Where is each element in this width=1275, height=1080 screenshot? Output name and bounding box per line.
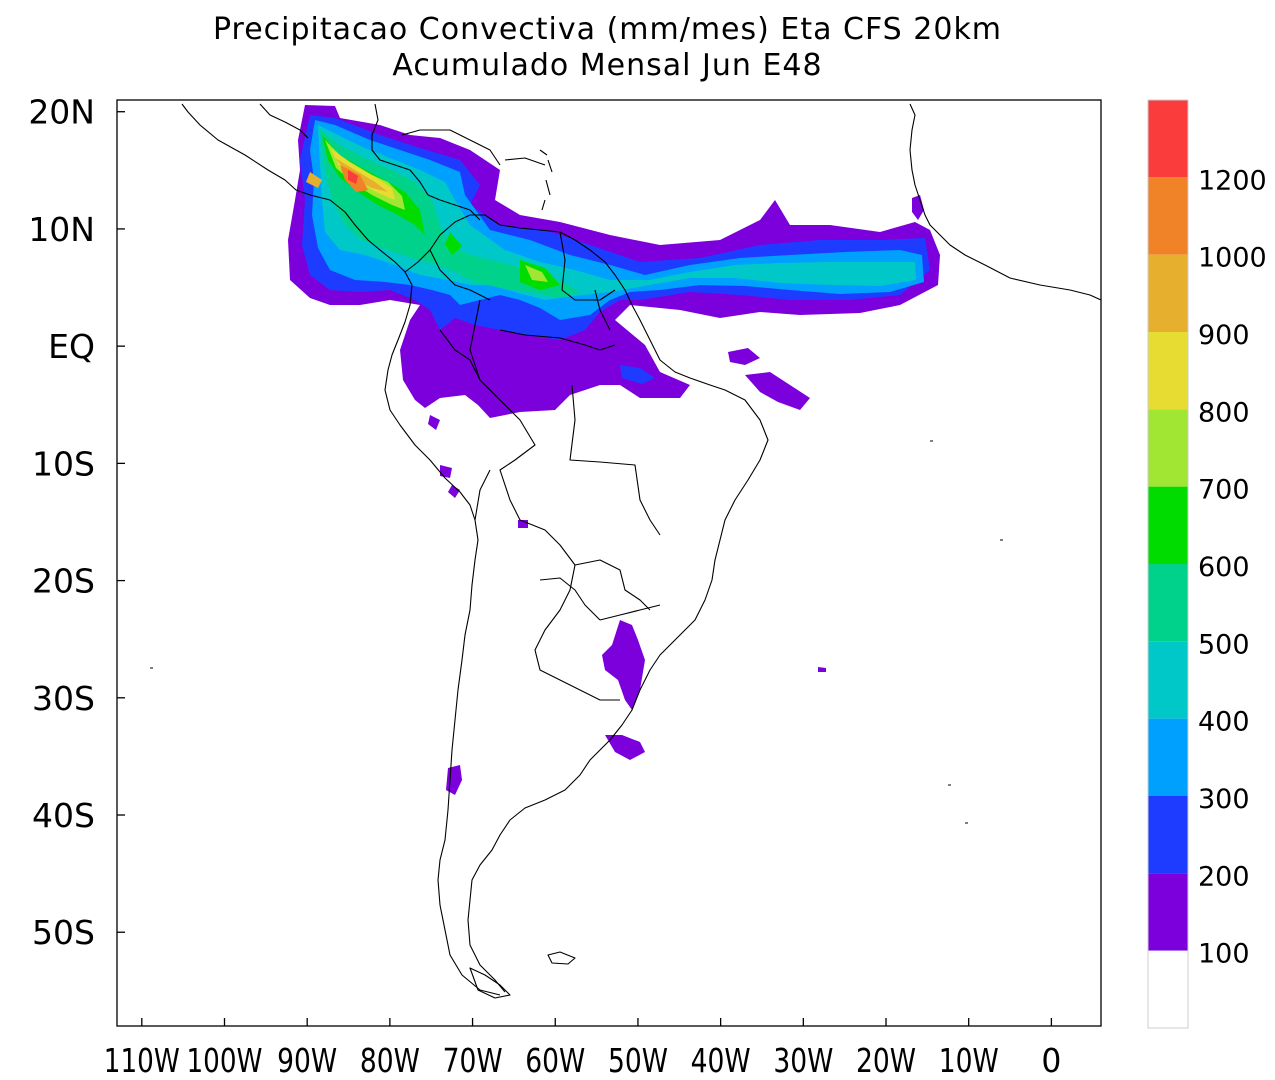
lat-label: 20S: [32, 562, 95, 601]
colorbar-label: 1200: [1198, 165, 1267, 196]
colorbar-label: 200: [1198, 861, 1250, 892]
colorbar-swatch: [1148, 718, 1188, 796]
colorbar-label: 500: [1198, 629, 1250, 660]
precipitation-shading: [288, 105, 940, 795]
coastlines-and-borders: [150, 103, 1101, 999]
colorbar-label: 800: [1198, 397, 1250, 428]
colorbar: 100 200 300 400 500 600 700 800 900 1000 1200: [1147, 99, 1267, 1029]
lon-label: 60W: [525, 1041, 585, 1080]
colorbar-swatch: [1148, 564, 1188, 642]
lat-label: 40S: [32, 796, 95, 835]
colorbar-swatch: [1148, 332, 1188, 410]
lon-label: 110W: [104, 1041, 180, 1080]
axis-layer: 20N 10N EQ 10S 20S 30S 40S 50S 110W 100W 90W 80W 70W…: [28, 93, 1061, 1080]
map-title-line2: Acumulado Mensal Jun E48: [392, 48, 823, 83]
colorbar-label: 900: [1198, 320, 1250, 351]
lon-label: 80W: [360, 1041, 420, 1080]
lon-label: 20W: [856, 1041, 916, 1080]
lat-label: EQ: [48, 327, 95, 366]
lat-label: 30S: [32, 679, 95, 718]
colorbar-swatch: [1148, 873, 1188, 951]
lat-label: 20N: [28, 93, 95, 132]
colorbar-swatch: [1148, 950, 1188, 1028]
colorbar-label: 700: [1198, 475, 1250, 506]
map-title-line1: Precipitacao Convectiva (mm/mes) Eta CFS…: [212, 12, 1003, 47]
lon-label: 50W: [608, 1041, 668, 1080]
colorbar-label: 600: [1198, 552, 1250, 583]
lon-label: 30W: [773, 1041, 833, 1080]
colorbar-swatch: [1148, 100, 1188, 178]
lat-label: 10S: [32, 444, 95, 483]
colorbar-label: 100: [1198, 939, 1250, 970]
colorbar-label: 1000: [1198, 243, 1267, 274]
colorbar-label: 400: [1198, 707, 1250, 738]
colorbar-swatch: [1148, 254, 1188, 332]
lon-label: 70W: [443, 1041, 503, 1080]
lon-label: 100W: [186, 1041, 262, 1080]
map-frame: [116, 99, 1102, 1027]
lon-label: 90W: [277, 1041, 337, 1080]
colorbar-frame: [1147, 99, 1189, 1029]
lon-label: 40W: [691, 1041, 751, 1080]
lon-label: 0: [1041, 1041, 1061, 1080]
colorbar-swatch: [1148, 409, 1188, 487]
colorbar-swatch: [1148, 641, 1188, 719]
colorbar-swatch: [1148, 486, 1188, 564]
lon-label: 10W: [939, 1041, 999, 1080]
lat-label: 50S: [32, 913, 95, 952]
colorbar-label: 300: [1198, 784, 1250, 815]
colorbar-swatch: [1148, 796, 1188, 874]
colorbar-swatch: [1148, 177, 1188, 255]
lat-label: 10N: [28, 210, 95, 249]
